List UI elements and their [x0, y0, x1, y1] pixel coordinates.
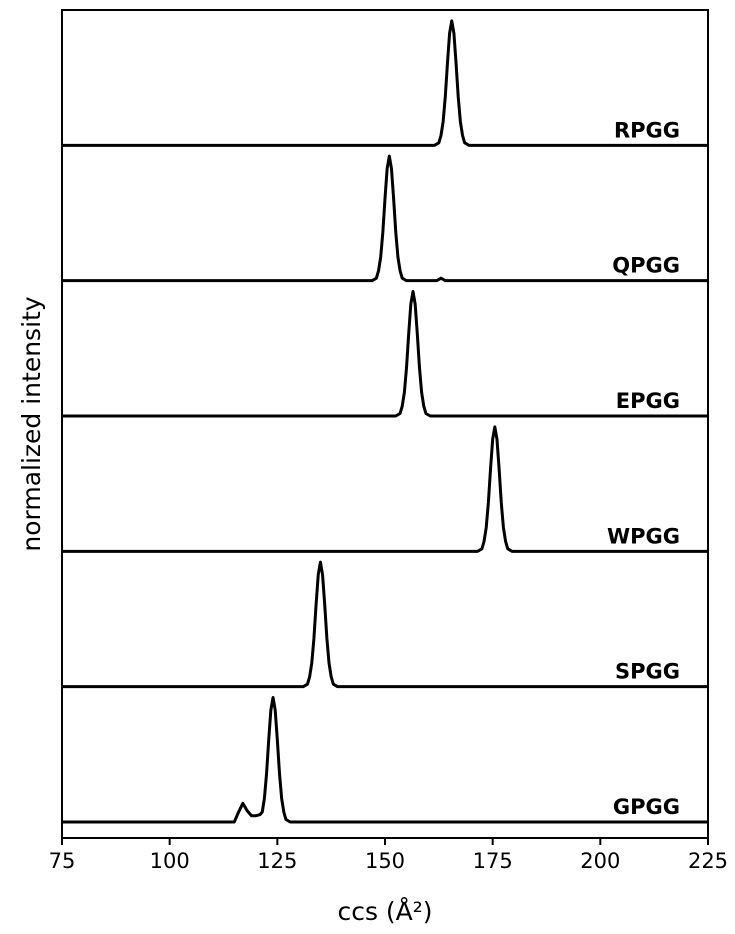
y-axis-label: normalized intensity: [17, 296, 46, 551]
series-label: SPGG: [615, 660, 680, 684]
series-label: EPGG: [616, 389, 680, 413]
series-label: WPGG: [607, 524, 680, 548]
trace: [62, 19, 708, 147]
series-label: GPGG: [613, 795, 680, 819]
x-tick-label: 225: [688, 849, 728, 873]
trace: [62, 695, 708, 824]
x-axis-label: ccs (Å²): [337, 897, 432, 926]
x-tick-label: 200: [580, 849, 620, 873]
trace: [62, 560, 708, 689]
x-tick-label: 175: [473, 849, 513, 873]
trace: [62, 289, 708, 418]
frame: [61, 9, 709, 838]
series-label: RPGG: [614, 118, 680, 142]
trace: [62, 154, 708, 283]
series-label: QPGG: [612, 254, 680, 278]
x-tick-label: 125: [257, 849, 297, 873]
trace: [62, 425, 708, 553]
x-tick-label: 75: [49, 849, 76, 873]
x-tick-label: 150: [365, 849, 405, 873]
x-tick-label: 100: [150, 849, 190, 873]
